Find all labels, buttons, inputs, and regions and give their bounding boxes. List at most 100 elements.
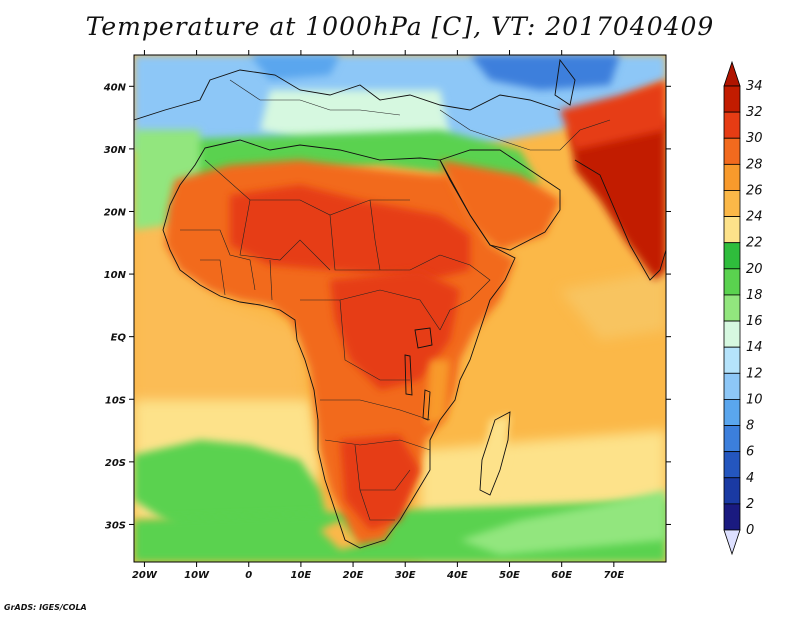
colorbar-label: 24 bbox=[746, 210, 763, 225]
border-central-3 bbox=[320, 399, 431, 421]
temperature-field bbox=[134, 55, 666, 562]
colorbar-label: 8 bbox=[746, 419, 754, 434]
colorbar-segment bbox=[723, 372, 741, 400]
north-cold-deep-west bbox=[250, 55, 340, 80]
colorbar-segment bbox=[723, 216, 741, 244]
border-middle-east bbox=[439, 109, 611, 151]
colorbar-segment bbox=[723, 85, 741, 113]
colorbar-label: 4 bbox=[746, 471, 754, 486]
colorbar-label: 34 bbox=[746, 79, 763, 94]
x-tick-label: 70E bbox=[603, 570, 624, 581]
colorbar-label: 12 bbox=[746, 366, 763, 381]
plot-frame bbox=[133, 54, 667, 563]
border-horn bbox=[439, 254, 491, 331]
colorbar-label: 10 bbox=[746, 392, 763, 407]
y-tick-label: 40N bbox=[103, 82, 127, 93]
border-west-2 bbox=[200, 259, 226, 296]
colorbar-segment bbox=[723, 294, 741, 322]
border-sahara-1 bbox=[204, 159, 410, 216]
colorbar-segment bbox=[723, 346, 741, 374]
southern-africa-hot bbox=[340, 435, 420, 530]
colorbar-label: 32 bbox=[746, 105, 763, 120]
caspian-coastline bbox=[554, 58, 576, 106]
colorbar-segment bbox=[723, 242, 741, 270]
lake-tanganyika bbox=[404, 354, 413, 396]
sahel-hottest bbox=[230, 185, 470, 280]
y-tick-label: 20N bbox=[104, 207, 127, 218]
border-europe bbox=[229, 79, 401, 116]
colorbar-label: 30 bbox=[746, 131, 763, 146]
colorbar-label: 18 bbox=[746, 288, 763, 303]
madagascar-coastline bbox=[479, 411, 511, 496]
colorbar-segment bbox=[723, 399, 741, 426]
map-title: Temperature at 1000hPa [C], VT: 20170404… bbox=[85, 12, 715, 41]
colorbar-bottom-arrow bbox=[723, 529, 741, 556]
x-tick-label: 30E bbox=[395, 570, 416, 581]
x-tick-label: 10W bbox=[184, 570, 210, 581]
arabia-hot bbox=[440, 160, 560, 250]
country-borders bbox=[180, 79, 611, 521]
axis-layer: 20W 10W 0 10E 20E 30E 40E 50E 60E 70E 40N 30N 20N 10N… bbox=[103, 50, 671, 581]
y-tick-label: 30S bbox=[105, 520, 126, 531]
border-sahara-2 bbox=[239, 199, 331, 271]
border-west-3 bbox=[269, 259, 273, 301]
india-coastline bbox=[574, 159, 666, 281]
border-sahara-3 bbox=[329, 214, 441, 271]
colorbar-label: 2 bbox=[746, 497, 754, 512]
colorbar-segment bbox=[723, 477, 741, 505]
lake-victoria bbox=[414, 327, 433, 349]
y-tick-label: 10N bbox=[104, 270, 127, 281]
colorbar-segment bbox=[723, 137, 741, 165]
coastlines bbox=[134, 58, 666, 549]
east-green-patch bbox=[560, 270, 666, 340]
border-central-2 bbox=[339, 299, 410, 381]
colorbar-segment bbox=[723, 425, 741, 453]
colorbar-label: 26 bbox=[746, 183, 763, 198]
border-south-1 bbox=[324, 439, 431, 451]
y-tick-label: 20S bbox=[105, 458, 126, 469]
credit-text: GrADS: IGES/COLA bbox=[4, 603, 87, 612]
y-tick-label: EQ bbox=[111, 333, 127, 344]
border-south-3 bbox=[359, 489, 395, 521]
y-tick-label: 10S bbox=[105, 395, 126, 406]
colorbar-label: 16 bbox=[746, 314, 763, 329]
colorbar-label: 22 bbox=[746, 236, 763, 251]
x-tick-label: 60E bbox=[551, 570, 572, 581]
x-tick-label: 40E bbox=[446, 570, 468, 581]
north-cold-deep bbox=[470, 55, 620, 90]
y-tick-label: 30N bbox=[104, 145, 127, 156]
lake-malawi bbox=[422, 389, 431, 421]
colorbar-label: 6 bbox=[746, 445, 754, 460]
central-africa-hottest bbox=[330, 270, 460, 390]
madagascar-mild bbox=[480, 415, 510, 495]
colorbar-segment bbox=[723, 503, 741, 531]
colorbar-segment bbox=[723, 320, 741, 348]
colorbar-segment bbox=[723, 451, 741, 479]
arabia-coastline bbox=[439, 149, 561, 251]
colorbar-label: 20 bbox=[746, 262, 763, 277]
border-central-1 bbox=[300, 289, 441, 331]
colorbar-segment bbox=[723, 268, 741, 296]
colorbar-top-arrow bbox=[723, 60, 741, 87]
iran-hot bbox=[560, 80, 666, 150]
border-sahara-4 bbox=[369, 199, 381, 271]
x-tick-label: 20E bbox=[343, 570, 364, 581]
europe-coastline bbox=[134, 69, 561, 121]
border-south-2 bbox=[354, 444, 411, 491]
x-tick-label: 0 bbox=[245, 570, 252, 581]
border-west-1 bbox=[180, 229, 256, 291]
india-hottest bbox=[570, 110, 666, 280]
x-tick-label: 10E bbox=[291, 570, 312, 581]
colorbar-label: 0 bbox=[746, 523, 754, 538]
colorbar-segment bbox=[723, 190, 741, 217]
south-indian-green bbox=[460, 490, 666, 555]
east-africa-highland bbox=[425, 360, 450, 425]
colorbar-segment bbox=[723, 163, 741, 191]
colorbar-segment bbox=[723, 111, 741, 139]
colorbar-label: 28 bbox=[746, 157, 763, 172]
x-tick-label: 50E bbox=[499, 570, 520, 581]
colorbar-label: 14 bbox=[746, 340, 763, 355]
